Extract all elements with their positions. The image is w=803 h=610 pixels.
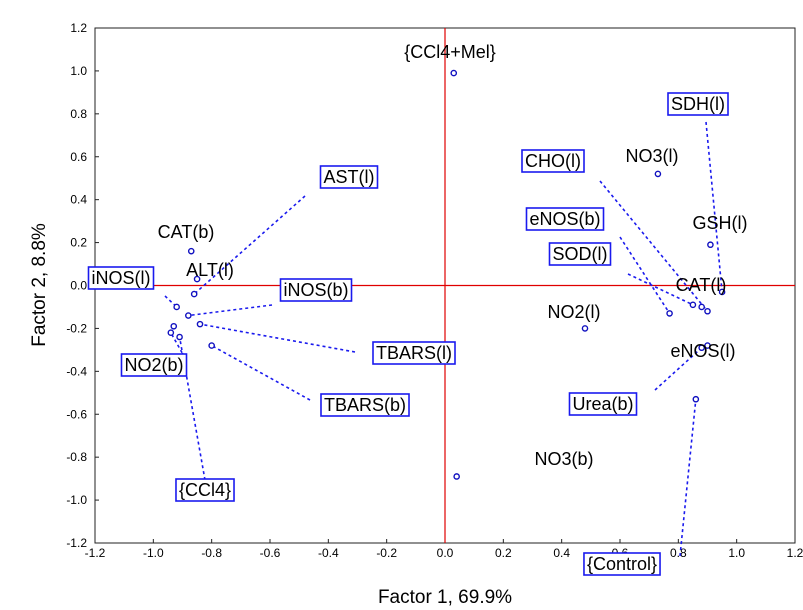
data-point: [692, 395, 700, 403]
leader-line: [679, 399, 697, 557]
y-tick-label: 1.0: [70, 64, 87, 78]
data-point: [193, 275, 201, 283]
x-tick-label: -1.2: [85, 546, 106, 560]
point-label: CAT(l): [676, 275, 727, 295]
point-label: {CCl4+Mel}: [404, 42, 496, 62]
x-tick-label: 0.0: [437, 546, 454, 560]
x-tick-label: 1.0: [728, 546, 745, 560]
leader-line: [193, 195, 306, 295]
leader-line: [188, 304, 273, 317]
data-point: [185, 312, 192, 319]
data-point: [698, 344, 705, 352]
data-point: [453, 473, 460, 480]
leader-line: [654, 347, 703, 391]
y-tick-label: -0.2: [66, 321, 87, 335]
point-label: SOD(l): [553, 244, 608, 264]
data-point: [689, 301, 697, 309]
point-labels: {CCl4+Mel} NO3(l) SDH(l) CHO(l) GSH(l) eNOS(b…: [87, 42, 748, 576]
y-tick-label: -0.4: [66, 364, 87, 378]
x-tick-label: -0.2: [376, 546, 397, 560]
label-box: [372, 341, 456, 365]
point-label: CHO(l): [525, 151, 581, 171]
point-label: ALT(l): [186, 260, 234, 280]
y-tick-label: 1.2: [70, 21, 87, 35]
data-point: [704, 342, 711, 349]
point-label: SDH(l): [671, 94, 725, 114]
point-label: TBARS(b): [324, 395, 406, 415]
point-label: NO2(b): [124, 355, 183, 375]
label-box: [583, 552, 661, 576]
data-point: [167, 329, 175, 337]
data-point: [208, 342, 215, 349]
point-label: iNOS(b): [283, 280, 348, 300]
point-label: {CCl4}: [179, 480, 231, 500]
point-label: NO3(b): [534, 449, 593, 469]
data-point: [196, 320, 204, 328]
point-label: NO3(l): [626, 146, 679, 166]
data-point: [450, 69, 458, 77]
point-label: AST(l): [324, 167, 375, 187]
point-label: eNOS(b): [529, 209, 600, 229]
x-tick-label: 0.4: [553, 546, 570, 560]
data-point: [170, 322, 178, 330]
label-box: [279, 278, 353, 302]
data-point: [704, 307, 711, 315]
ticks: -1.2 -1.0 -0.8 -0.6 -0.4 -0.2 0.0 0.2 0.4 0.6 0.8 1…: [66, 21, 803, 560]
y-tick-label: 0.2: [70, 236, 87, 250]
point-label: eNOS(l): [670, 341, 735, 361]
data-point: [707, 241, 714, 249]
x-tick-label: -0.4: [318, 546, 339, 560]
data-points: [167, 69, 726, 480]
point-label: GSH(l): [693, 213, 748, 233]
y-tick-label: -1.0: [66, 493, 87, 507]
reference-lines: [95, 28, 795, 543]
y-tick-label: 0.4: [70, 193, 87, 207]
label-box: [548, 242, 612, 266]
data-point: [718, 288, 726, 296]
data-point: [176, 333, 183, 341]
y-tick-label: -0.6: [66, 407, 87, 421]
data-point: [173, 303, 180, 311]
data-point: [190, 290, 198, 298]
label-box: [525, 207, 605, 231]
x-tick-label: -1.0: [143, 546, 164, 560]
x-tick-label: 0.2: [495, 546, 512, 560]
y-tick-label: 0.6: [70, 150, 87, 164]
leader-line: [599, 180, 709, 312]
label-box: [667, 92, 729, 116]
label-box: [175, 478, 235, 502]
point-label: NO2(l): [548, 302, 601, 322]
y-tick-label: -0.8: [66, 450, 87, 464]
label-box: [521, 149, 585, 173]
point-label: CAT(b): [158, 222, 215, 242]
data-point: [187, 247, 195, 255]
point-label: Urea(b): [572, 394, 633, 414]
x-tick-label: -0.6: [260, 546, 281, 560]
y-tick-label: -1.2: [66, 536, 87, 550]
data-point: [698, 303, 705, 311]
y-tick-label: 0.0: [70, 279, 87, 293]
leader-line: [170, 332, 186, 359]
x-axis-title: Factor 1, 69.9%: [378, 587, 512, 608]
leader-line: [705, 121, 723, 293]
point-label: TBARS(l): [376, 343, 452, 363]
data-point: [666, 310, 673, 317]
data-point: [581, 325, 589, 332]
x-tick-label: 0.8: [670, 546, 687, 560]
y-tick-label: 0.8: [70, 107, 87, 121]
x-tick-label: 1.2: [787, 546, 803, 560]
label-box: [120, 353, 188, 377]
label-box: [320, 393, 410, 417]
data-point: [654, 170, 662, 178]
x-tick-label: -0.8: [201, 546, 222, 560]
y-axis-title: Factor 2, 8.8%: [29, 223, 50, 347]
label-box: [319, 165, 379, 189]
label-box: [568, 392, 638, 416]
label-box: [87, 266, 155, 290]
leader-line: [199, 323, 356, 353]
point-label: {Control}: [587, 554, 657, 574]
point-label: iNOS(l): [92, 268, 151, 288]
leader-line: [211, 344, 311, 401]
